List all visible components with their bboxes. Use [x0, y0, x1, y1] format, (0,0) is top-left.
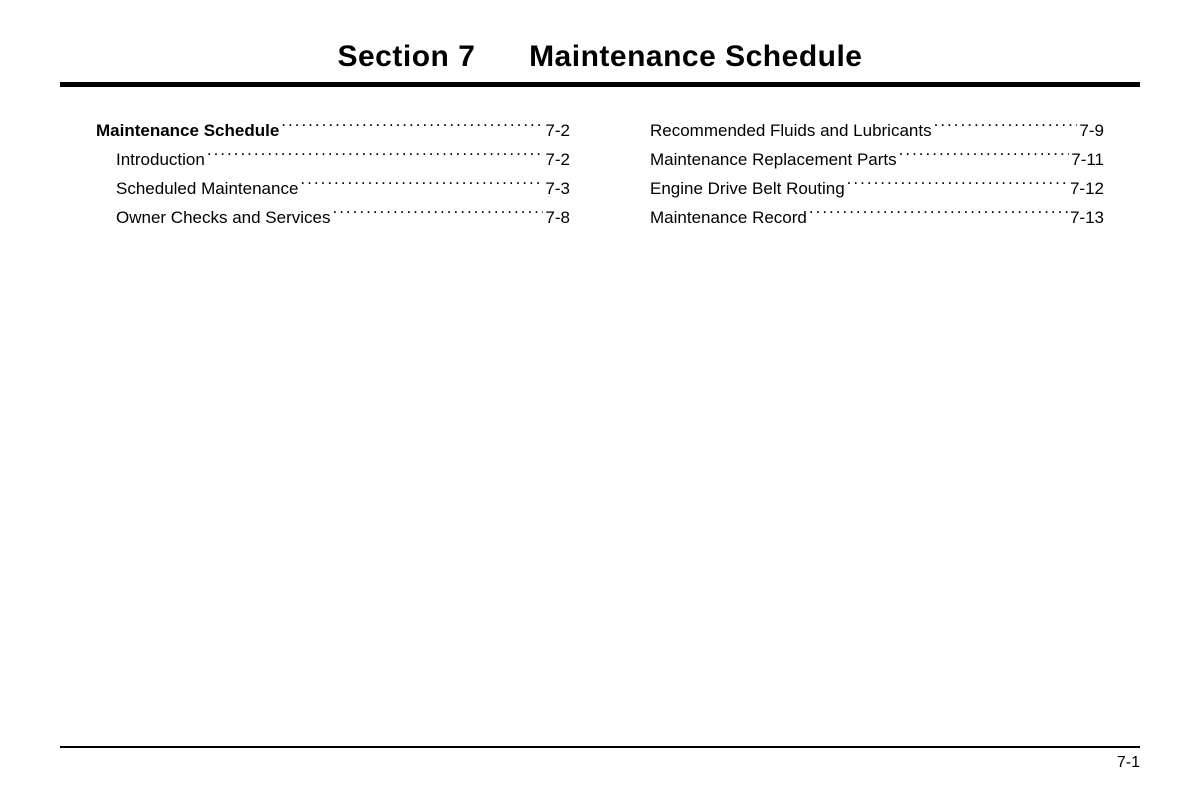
toc-entry: Scheduled Maintenance 7-3: [96, 175, 570, 204]
footer-rule: [60, 746, 1140, 748]
toc-dot-leader: [847, 177, 1068, 194]
toc-entry-label: Scheduled Maintenance: [116, 175, 298, 204]
toc-right-column: Recommended Fluids and Lubricants 7-9Mai…: [630, 117, 1104, 233]
toc-entry-label: Introduction: [116, 146, 205, 175]
toc-entry-page: 7-2: [545, 117, 570, 146]
toc-dot-leader: [281, 119, 543, 136]
toc-entry-label: Owner Checks and Services: [116, 204, 330, 233]
section-title-text: Maintenance Schedule: [529, 40, 862, 73]
toc-entry: Engine Drive Belt Routing 7-12: [630, 175, 1104, 204]
toc-entry-page: 7-3: [545, 175, 570, 204]
toc-dot-leader: [809, 206, 1068, 223]
toc-dot-leader: [332, 206, 543, 223]
toc-dot-leader: [899, 148, 1070, 165]
section-number: 7: [458, 40, 475, 73]
toc-entry-page: 7-11: [1071, 146, 1104, 175]
toc-entry: Maintenance Schedule 7-2: [96, 117, 570, 146]
toc-entry-label: Recommended Fluids and Lubricants: [650, 117, 932, 146]
toc-entry-label: Maintenance Schedule: [96, 117, 279, 146]
document-page: Section 7 Maintenance Schedule Maintenan…: [0, 0, 1200, 800]
toc-entry-label: Maintenance Replacement Parts: [650, 146, 897, 175]
toc-entry: Maintenance Record 7-13: [630, 204, 1104, 233]
section-header: Section 7 Maintenance Schedule: [60, 40, 1140, 74]
toc-dot-leader: [207, 148, 544, 165]
toc-entry-page: 7-9: [1079, 117, 1104, 146]
toc-entry-page: 7-8: [545, 204, 570, 233]
toc-entry: Owner Checks and Services 7-8: [96, 204, 570, 233]
toc-entry-label: Engine Drive Belt Routing: [650, 175, 845, 204]
toc-entry: Maintenance Replacement Parts 7-11: [630, 146, 1104, 175]
page-footer: 7-1: [60, 746, 1140, 772]
toc-dot-leader: [934, 119, 1078, 136]
toc-entry-page: 7-12: [1070, 175, 1104, 204]
toc-entry-page: 7-2: [545, 146, 570, 175]
toc-entry-page: 7-13: [1070, 204, 1104, 233]
page-number: 7-1: [60, 754, 1140, 772]
toc-entry: Introduction 7-2: [96, 146, 570, 175]
table-of-contents: Maintenance Schedule 7-2Introduction 7-2…: [60, 117, 1140, 233]
toc-dot-leader: [300, 177, 543, 194]
toc-entry: Recommended Fluids and Lubricants 7-9: [630, 117, 1104, 146]
toc-entry-label: Maintenance Record: [650, 204, 807, 233]
section-title: Section 7 Maintenance Schedule: [337, 40, 862, 74]
section-label: Section: [337, 40, 449, 73]
header-rule: [60, 82, 1140, 87]
toc-left-column: Maintenance Schedule 7-2Introduction 7-2…: [96, 117, 570, 233]
